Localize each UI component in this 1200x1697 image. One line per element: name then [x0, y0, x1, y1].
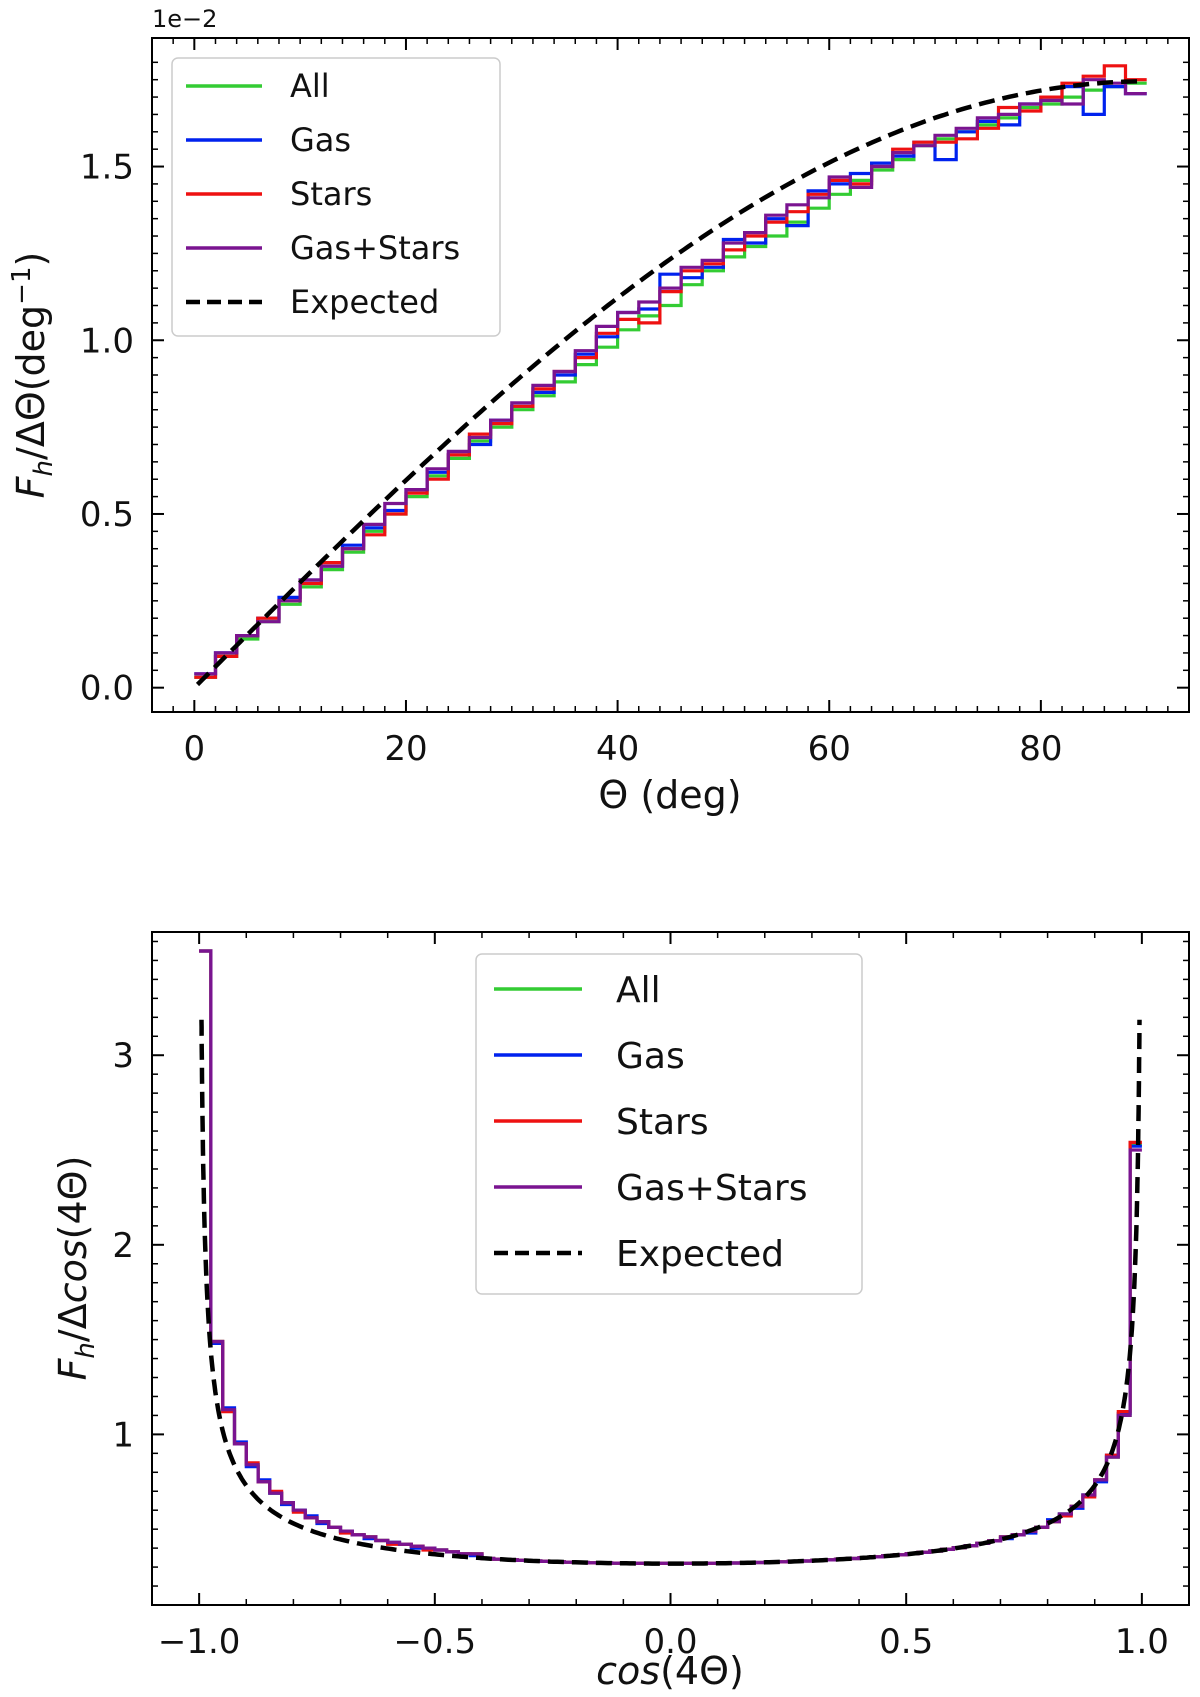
- bottom-chart-x-label: cos(4Θ): [596, 1649, 744, 1693]
- bottom-series-expected: [199, 1019, 1142, 1566]
- bottom-y-label-rest: /Δ: [51, 1303, 95, 1342]
- top-y-label-close: ): [9, 252, 53, 267]
- bottom-y-label-cos: cos: [51, 1239, 95, 1303]
- top-y-label-sup: −1: [7, 267, 37, 305]
- top-y-tick-label: 1.0: [80, 321, 134, 361]
- bottom-legend-label-gas: Gas: [616, 1036, 685, 1077]
- bottom-y-label-sub: h: [71, 1342, 101, 1358]
- bottom-y-tick-label: 3: [112, 1036, 134, 1076]
- bottom-legend-label-stars: Stars: [616, 1102, 709, 1143]
- top-chart: 0 20 40 60 80 0.0 0.5 1.0 1.5 1e−2 Θ (deg) Fh/ΔΘ…: [7, 5, 1190, 817]
- bottom-legend-label-all: All: [616, 970, 661, 1011]
- bottom-legend-box: [475, 953, 863, 1295]
- bottom-chart-legend: All Gas Stars Gas+Stars Expected: [475, 953, 863, 1295]
- top-y-label-rest: /ΔΘ(deg: [9, 305, 53, 460]
- bottom-chart-y-label: Fh/Δcos(4Θ): [51, 1156, 101, 1381]
- bottom-x-tick-label: −0.5: [394, 1622, 477, 1662]
- top-chart-y-label: Fh/ΔΘ(deg−1): [7, 252, 59, 499]
- top-y-tick-label: 0.5: [80, 495, 134, 535]
- top-y-tick-label: 0.0: [80, 669, 134, 709]
- bottom-chart-ticks: −1.0 −0.5 0.0 0.5 1.0 1 2 3: [112, 932, 1190, 1662]
- top-x-tick-label: 0: [184, 729, 206, 769]
- top-series-expected: [195, 79, 1142, 687]
- top-series-all: [194, 81, 1147, 679]
- top-chart-legend: All Gas Stars Gas+Stars Expected: [171, 57, 501, 337]
- bottom-x-tick-label: 0.5: [879, 1622, 933, 1662]
- top-x-tick-label: 60: [808, 729, 851, 769]
- bottom-x-tick-label: −1.0: [158, 1622, 241, 1662]
- bottom-legend-label-gas-stars: Gas+Stars: [616, 1168, 807, 1209]
- top-legend-label-gas-stars: Gas+Stars: [290, 229, 460, 267]
- top-legend-label-expected: Expected: [290, 283, 439, 321]
- bottom-chart-series-group: [199, 949, 1142, 1566]
- top-series-gas: [194, 85, 1147, 676]
- bottom-y-label-close: (4Θ): [51, 1156, 95, 1240]
- bottom-x-label-rest: (4Θ): [660, 1649, 744, 1693]
- top-y-label-f: F: [9, 475, 53, 498]
- bottom-x-label-cos: cos: [596, 1649, 660, 1693]
- top-chart-ticks: 0 20 40 60 80 0.0 0.5 1.0 1.5: [80, 38, 1190, 769]
- bottom-x-tick-label: 0.0: [643, 1622, 697, 1662]
- bottom-legend-label-expected: Expected: [616, 1234, 784, 1275]
- top-legend-label-stars: Stars: [290, 175, 372, 213]
- top-legend-label-all: All: [290, 67, 330, 105]
- top-legend-label-gas: Gas: [290, 121, 351, 159]
- bottom-y-tick-label: 1: [112, 1415, 134, 1455]
- top-x-tick-label: 40: [596, 729, 639, 769]
- top-x-tick-label: 80: [1019, 729, 1062, 769]
- top-chart-series-group: [194, 64, 1147, 687]
- bottom-x-tick-label: 1.0: [1115, 1622, 1169, 1662]
- top-x-tick-label: 20: [384, 729, 427, 769]
- top-chart-y-multiplier: 1e−2: [152, 5, 217, 33]
- top-y-tick-label: 1.5: [80, 148, 134, 188]
- top-legend-box: [171, 57, 501, 337]
- top-chart-x-label: Θ (deg): [598, 773, 741, 817]
- top-series-gas-stars: [194, 78, 1147, 676]
- top-y-label-sub: h: [29, 460, 59, 476]
- bottom-y-tick-label: 2: [112, 1226, 134, 1266]
- bottom-y-label-f: F: [51, 1357, 95, 1380]
